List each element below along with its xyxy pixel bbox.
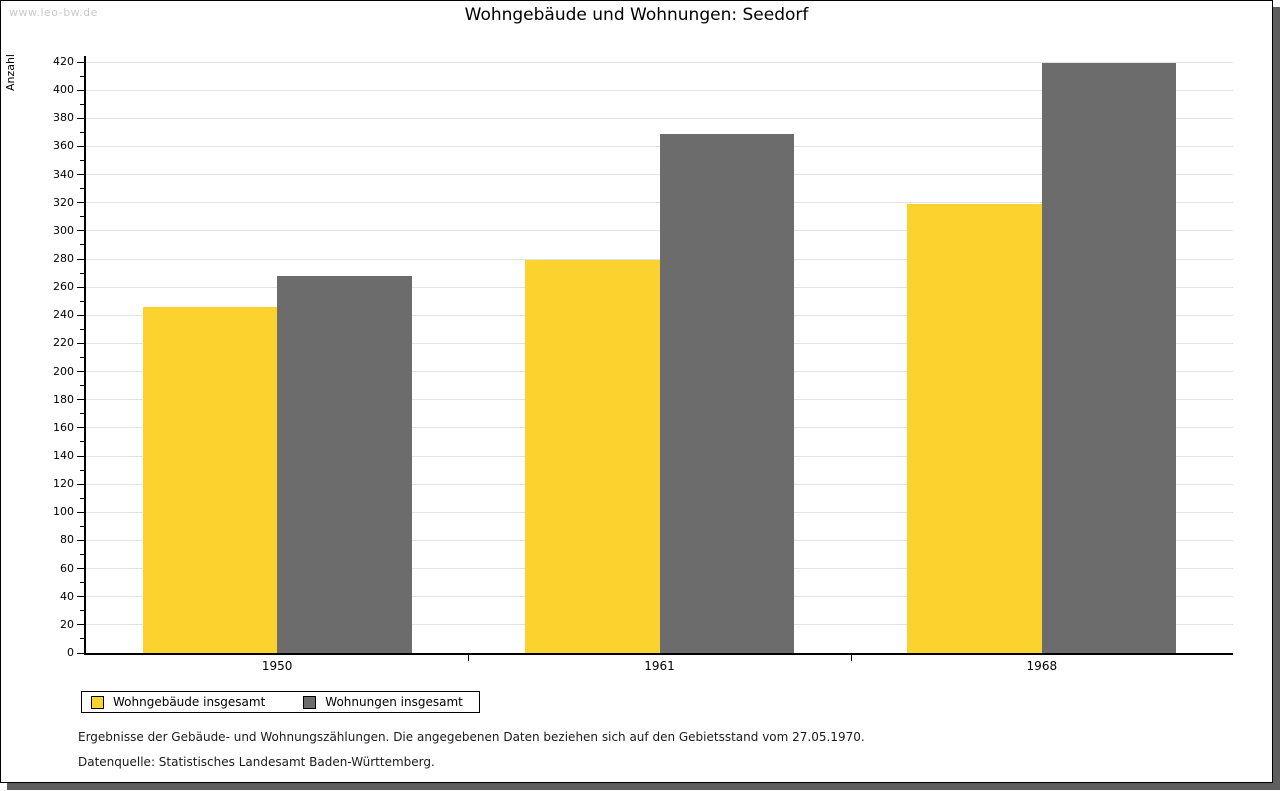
legend-swatch: [91, 695, 104, 709]
bar: [277, 275, 412, 653]
y-tick: [77, 89, 84, 91]
y-tick-label: 420: [53, 55, 74, 68]
y-minor-tick: [80, 525, 84, 527]
y-tick: [77, 427, 84, 429]
y-minor-tick: [80, 385, 84, 387]
y-tick-label: 320: [53, 195, 74, 209]
y-minor-tick: [80, 357, 84, 358]
y-minor-tick: [80, 441, 84, 443]
y-tick: [77, 596, 84, 598]
y-tick: [77, 539, 84, 541]
y-tick-label: 200: [53, 364, 74, 378]
y-tick-label: 160: [53, 420, 74, 434]
y-tick: [77, 61, 84, 63]
y-minor-tick: [80, 413, 84, 415]
y-tick: [77, 652, 84, 654]
y-tick: [77, 117, 84, 119]
y-tick-label: 80: [60, 533, 74, 547]
y-tick: [77, 455, 84, 457]
y-tick-label: 400: [53, 83, 74, 97]
footnote-line-2: Datenquelle: Statistisches Landesamt Bad…: [78, 755, 435, 769]
page-title: Wohngebäude und Wohnungen: Seedorf: [464, 5, 809, 25]
gridline: [86, 61, 1233, 63]
y-tick-label: 140: [53, 449, 74, 462]
y-minor-tick: [80, 554, 84, 555]
bar: [142, 306, 278, 653]
y-minor-tick: [80, 610, 84, 612]
gridline: [86, 89, 1233, 91]
y-minor-tick: [80, 131, 84, 133]
legend-label: Wohnungen insgesamt: [325, 695, 463, 709]
y-minor-tick: [80, 497, 84, 499]
bar: [1041, 63, 1177, 653]
y-tick: [77, 371, 84, 373]
y-tick-label: 380: [53, 111, 74, 125]
y-tick: [77, 258, 84, 260]
y-minor-tick: [80, 160, 84, 161]
y-tick-label: 120: [53, 477, 74, 491]
y-minor-tick: [80, 582, 84, 584]
y-tick-label: 60: [60, 561, 74, 575]
y-tick-label: 40: [60, 589, 74, 603]
y-tick: [77, 624, 84, 626]
x-tick: [468, 655, 470, 661]
y-minor-tick: [80, 638, 84, 640]
y-tick-label: 220: [53, 336, 74, 350]
bar: [907, 204, 1042, 653]
y-tick-label: 300: [53, 223, 74, 237]
y-tick: [77, 568, 84, 570]
bar: [659, 133, 794, 653]
y-tick: [77, 342, 84, 344]
bar: [525, 260, 660, 653]
legend-item: Wohnungen insgesamt: [303, 695, 463, 709]
legend-label: Wohngebäude insgesamt: [113, 695, 266, 709]
y-axis: [84, 56, 86, 655]
y-tick-label: 20: [60, 617, 74, 631]
y-tick-label: 260: [53, 280, 74, 294]
y-tick-label: 180: [53, 392, 74, 406]
y-tick-label: 240: [53, 308, 74, 322]
y-tick: [77, 511, 84, 513]
y-tick: [77, 230, 84, 232]
y-minor-tick: [80, 188, 84, 190]
y-tick: [77, 202, 84, 204]
x-category-label: 1961: [644, 659, 675, 673]
y-tick-label: 0: [67, 646, 74, 659]
gridline: [86, 117, 1233, 119]
y-minor-tick: [80, 103, 84, 105]
legend-swatch: [303, 695, 317, 709]
x-tick: [850, 655, 852, 661]
x-axis: [84, 653, 1233, 655]
legend-item: Wohngebäude insgesamt: [91, 695, 265, 709]
y-tick-label: 360: [53, 139, 74, 153]
footnote-line-1: Ergebnisse der Gebäude- und Wohnungszähl…: [78, 730, 865, 744]
y-tick: [77, 174, 84, 176]
y-tick-label: 280: [53, 252, 74, 265]
y-minor-tick: [80, 244, 84, 246]
y-tick-label: 100: [53, 505, 74, 519]
y-tick: [77, 314, 84, 316]
y-tick: [77, 145, 84, 147]
legend: Wohngebäude insgesamt Wohnungen insgesamt: [81, 691, 480, 713]
y-minor-tick: [80, 469, 84, 471]
watermark: www.leo-bw.de: [9, 6, 98, 19]
y-tick: [77, 399, 84, 401]
x-category-label: 1968: [1026, 659, 1058, 673]
y-tick: [77, 286, 84, 288]
y-minor-tick: [80, 75, 84, 77]
x-category-label: 1950: [261, 659, 293, 673]
y-minor-tick: [80, 272, 84, 274]
y-tick-label: 340: [53, 167, 74, 181]
y-minor-tick: [80, 216, 84, 218]
y-minor-tick: [80, 300, 84, 302]
y-minor-tick: [80, 328, 84, 330]
y-tick: [77, 483, 84, 485]
